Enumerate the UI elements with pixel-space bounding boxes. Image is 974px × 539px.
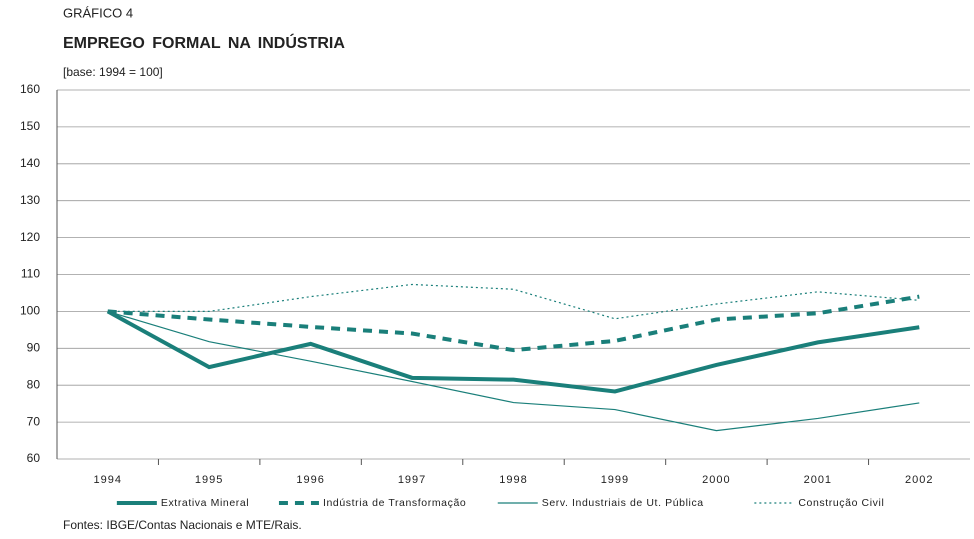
series-line <box>106 309 920 394</box>
x-tick-label: 1994 <box>93 474 121 486</box>
y-tick-label: 120 <box>20 230 40 244</box>
y-tick-label: 80 <box>27 377 41 391</box>
chart-label: GRÁFICO 4 <box>63 5 133 20</box>
y-tick-label: 160 <box>20 82 40 96</box>
x-tick-label: 1995 <box>195 474 223 486</box>
x-tick-label: 1998 <box>499 474 527 486</box>
legend-label: Extrativa Mineral <box>161 497 249 509</box>
chart-subtitle: [base: 1994 = 100] <box>63 65 163 79</box>
x-tick-label: 1999 <box>601 474 629 486</box>
y-tick-label: 70 <box>27 414 41 428</box>
series-line <box>107 310 920 432</box>
source: Fontes: IBGE/Contas Nacionais e MTE/Rais… <box>63 518 302 532</box>
x-tick-label: 1997 <box>398 474 426 486</box>
x-tick-label: 1996 <box>296 474 324 486</box>
legend-label: Serv. Industriais de Ut. Pública <box>542 497 704 509</box>
x-tick-label: 2002 <box>905 474 933 486</box>
chart-title: EMPREGO FORMAL NA INDÚSTRIA <box>63 33 345 52</box>
legend-label: Construção Civil <box>798 497 884 509</box>
y-tick-label: 150 <box>20 119 40 133</box>
series-line <box>107 294 920 353</box>
x-tick-label: 2001 <box>804 474 832 486</box>
y-tick-label: 140 <box>20 156 40 170</box>
y-tick-label: 100 <box>20 304 40 318</box>
y-tick-label: 90 <box>27 340 41 354</box>
x-tick-label: 2000 <box>702 474 730 486</box>
series-line <box>107 283 920 320</box>
y-tick-label: 110 <box>21 267 40 281</box>
legend-label: Indústria de Transformação <box>323 497 466 509</box>
y-tick-label: 130 <box>20 193 40 207</box>
y-tick-label: 60 <box>27 451 41 465</box>
